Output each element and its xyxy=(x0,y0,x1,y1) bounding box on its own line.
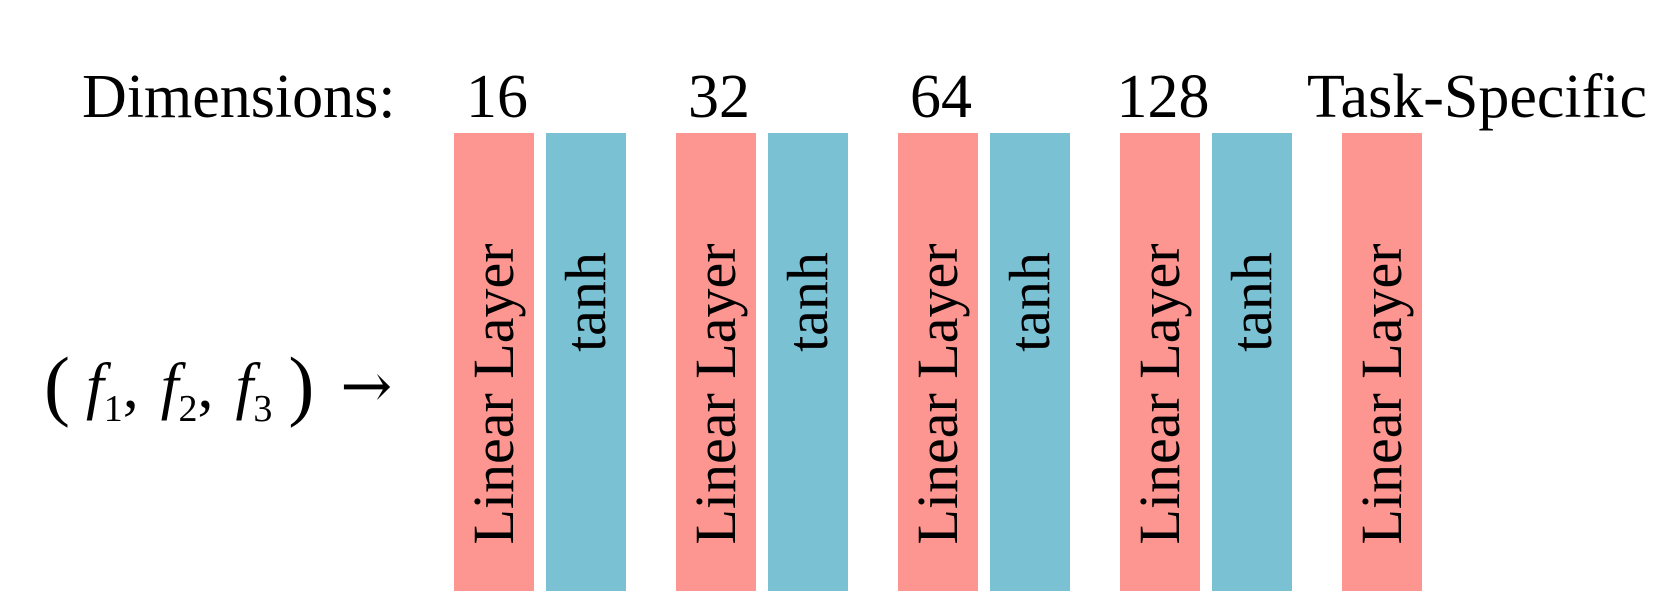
tanh-layer-3: tanh xyxy=(990,133,1070,591)
feature-f2: f2 xyxy=(160,350,198,428)
separator: , xyxy=(122,350,139,421)
layer-label: Linear Layer xyxy=(1349,243,1414,545)
feature-symbol: f xyxy=(85,350,104,421)
layer-label: Linear Layer xyxy=(905,243,970,545)
feature-subscript: 3 xyxy=(253,388,273,430)
feature-subscript: 2 xyxy=(178,388,198,430)
dimension-value-4: 128 xyxy=(1116,63,1210,131)
linear-layer-4: Linear Layer xyxy=(1120,133,1200,591)
feature-symbol: f xyxy=(160,350,179,421)
dimension-value-2: 32 xyxy=(688,63,750,131)
layer-label: tanh xyxy=(1219,252,1284,353)
separator: , xyxy=(197,350,214,421)
input-features: ( f1, f2, f3 ) → xyxy=(44,340,392,431)
dimension-value-task-specific: Task-Specific xyxy=(1307,63,1647,131)
tanh-layer-1: tanh xyxy=(546,133,626,591)
tanh-layer-4: tanh xyxy=(1212,133,1292,591)
feature-subscript: 1 xyxy=(103,388,123,430)
layer-label: Linear Layer xyxy=(683,243,748,545)
linear-layer-2: Linear Layer xyxy=(676,133,756,591)
layer-label: Linear Layer xyxy=(1127,243,1192,545)
linear-layer-3: Linear Layer xyxy=(898,133,978,591)
close-paren: ) xyxy=(288,341,315,428)
dimensions-label: Dimensions: xyxy=(82,63,396,131)
feature-symbol: f xyxy=(235,350,254,421)
dimension-value-1: 16 xyxy=(466,63,528,131)
layer-label: tanh xyxy=(553,252,618,353)
linear-layer-output: Linear Layer xyxy=(1342,133,1422,591)
feature-f1: f1 xyxy=(85,350,123,428)
feature-f3: f3 xyxy=(235,350,273,428)
layer-label: Linear Layer xyxy=(461,243,526,545)
open-paren: ( xyxy=(44,341,70,428)
layer-label: tanh xyxy=(997,252,1062,353)
right-arrow-icon: → xyxy=(340,349,393,422)
layer-label: tanh xyxy=(775,252,840,353)
linear-layer-1: Linear Layer xyxy=(454,133,534,591)
tanh-layer-2: tanh xyxy=(768,133,848,591)
dimension-value-3: 64 xyxy=(910,63,972,131)
